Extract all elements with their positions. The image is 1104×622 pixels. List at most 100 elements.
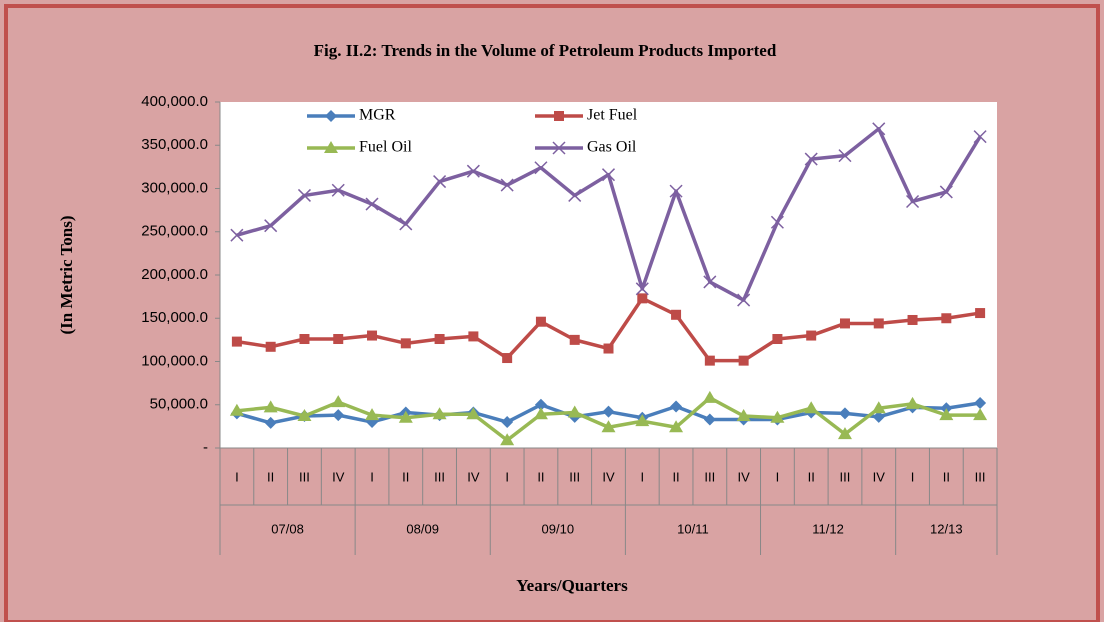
point: [568, 188, 582, 202]
point: [838, 407, 851, 420]
y-tick-label: 150,000.0: [141, 309, 208, 326]
point: [907, 314, 918, 325]
point: [601, 420, 616, 433]
point: [466, 407, 481, 420]
plot-area: [220, 102, 997, 448]
x-tick-label: I: [776, 469, 780, 484]
group-label: 12/13: [930, 521, 963, 536]
x-tick-label: II: [267, 469, 274, 484]
point: [941, 313, 952, 324]
point: [567, 405, 582, 418]
point: [703, 275, 717, 289]
point: [400, 338, 411, 349]
point: [872, 410, 885, 423]
point: [635, 414, 650, 427]
x-tick-label: I: [505, 469, 509, 484]
point: [772, 334, 783, 345]
point: [533, 407, 548, 420]
y-tick-label: -: [203, 439, 208, 456]
point: [365, 197, 379, 211]
point: [231, 336, 242, 347]
point: [669, 420, 684, 433]
y-tick-label: 50,000.0: [150, 396, 208, 413]
point: [806, 330, 817, 341]
point: [332, 409, 345, 422]
point: [905, 396, 920, 409]
point: [229, 403, 244, 416]
group-label: 09/10: [542, 521, 575, 536]
point: [432, 407, 447, 420]
point: [974, 397, 987, 410]
point: [804, 152, 818, 166]
point: [365, 408, 380, 421]
x-tick-label: IV: [737, 469, 750, 484]
x-axis-label: Years/Quarters: [516, 576, 628, 595]
point: [703, 413, 716, 426]
point: [500, 433, 515, 446]
point: [736, 408, 751, 421]
point: [906, 194, 920, 209]
legend-marker: [554, 111, 564, 121]
group-label: 11/12: [812, 521, 844, 536]
x-tick-label: II: [672, 469, 679, 484]
point: [973, 408, 988, 421]
point: [702, 390, 717, 403]
point: [434, 334, 445, 345]
point: [466, 164, 480, 178]
x-tick-label: IV: [467, 469, 480, 484]
x-tick-label: II: [808, 469, 815, 484]
y-tick-label: 100,000.0: [141, 352, 208, 369]
legend-label: MGR: [359, 107, 396, 124]
point: [398, 410, 413, 423]
x-tick-label: IV: [873, 469, 886, 484]
point: [669, 184, 683, 198]
point: [299, 334, 310, 345]
legend-marker: [325, 110, 337, 122]
group-label: 07/08: [271, 521, 304, 536]
group-label: 08/09: [406, 521, 439, 536]
point: [534, 398, 547, 411]
point: [603, 343, 614, 354]
point: [331, 183, 345, 197]
point: [738, 355, 749, 366]
point: [939, 408, 954, 421]
y-tick-label: 300,000.0: [141, 179, 208, 196]
point: [367, 330, 378, 341]
point: [399, 217, 413, 231]
point: [838, 149, 852, 163]
legend-label: Jet Fuel: [587, 107, 638, 124]
point: [635, 282, 649, 296]
point: [569, 334, 580, 345]
point: [601, 168, 616, 182]
point: [264, 219, 278, 233]
x-tick-label: I: [640, 469, 644, 484]
point: [770, 215, 784, 229]
legend-marker: [552, 141, 566, 155]
point: [602, 405, 615, 418]
point: [804, 401, 819, 414]
group-label: 10/11: [677, 521, 709, 536]
point: [871, 401, 886, 414]
y-tick-label: 400,000.0: [141, 93, 208, 110]
point: [502, 353, 513, 364]
point: [872, 122, 886, 136]
point: [500, 178, 514, 192]
point: [264, 416, 277, 429]
point: [265, 341, 276, 352]
x-tick-label: III: [975, 469, 986, 484]
point: [704, 355, 715, 366]
point: [297, 188, 311, 202]
legend-marker: [324, 141, 338, 153]
point: [873, 318, 884, 329]
x-tick-label: III: [434, 469, 445, 484]
chart-title: Fig. II.2: Trends in the Volume of Petro…: [314, 41, 777, 60]
x-tick-label: III: [840, 469, 851, 484]
point: [468, 331, 479, 342]
x-tick-label: III: [569, 469, 580, 484]
point: [837, 427, 852, 440]
point: [973, 130, 987, 144]
point: [839, 318, 850, 329]
point: [534, 161, 548, 175]
x-tick-label: IV: [602, 469, 615, 484]
